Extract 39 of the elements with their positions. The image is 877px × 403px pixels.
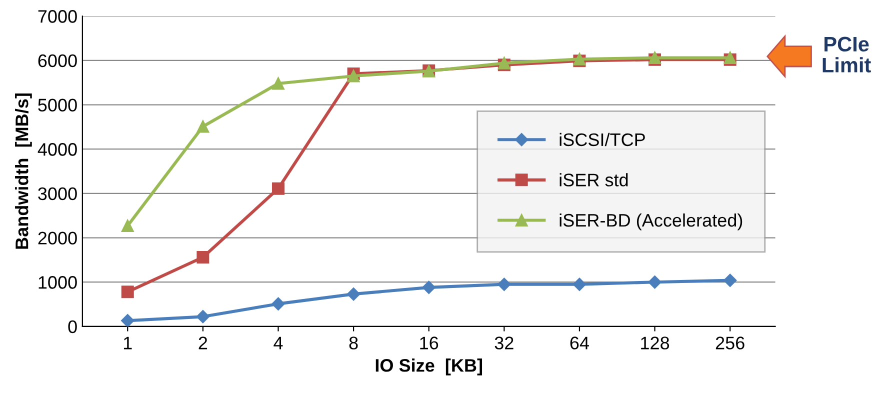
x-tick-label: 64 bbox=[570, 336, 589, 350]
x-tick-label: 8 bbox=[349, 336, 358, 350]
point bbox=[498, 278, 511, 291]
point bbox=[196, 120, 210, 133]
legend-label: iSER std bbox=[560, 173, 628, 186]
legend-label: iSER-BD (Accelerated) bbox=[560, 213, 742, 230]
y-tick-label: 6000 bbox=[38, 54, 77, 68]
y-axis-title: Bandwidth [MB/s] bbox=[15, 94, 32, 249]
point bbox=[272, 77, 284, 90]
point bbox=[196, 251, 210, 264]
point bbox=[572, 278, 586, 291]
x-tick-label: 16 bbox=[420, 336, 438, 350]
y-tick-label: 2000 bbox=[38, 232, 77, 244]
point bbox=[121, 286, 134, 298]
point bbox=[272, 297, 285, 310]
y-tick-label: 4000 bbox=[38, 143, 77, 156]
point bbox=[272, 182, 284, 195]
point bbox=[347, 70, 360, 82]
point bbox=[422, 280, 436, 294]
x-tick-label: 1 bbox=[124, 336, 132, 350]
x-tick-label: 256 bbox=[716, 336, 744, 350]
x-tick-label: 128 bbox=[641, 336, 670, 350]
point bbox=[648, 276, 662, 289]
point bbox=[723, 274, 737, 287]
x-axis-title: IO Size [KB] bbox=[376, 358, 482, 376]
y-tick-label: 3000 bbox=[38, 187, 77, 200]
y-tick-label: 1000 bbox=[38, 276, 77, 289]
y-tick-label: 5000 bbox=[38, 98, 77, 112]
x-tick-label: 2 bbox=[198, 336, 208, 350]
text: PCIe Limit bbox=[822, 36, 871, 72]
x-tick-label: 4 bbox=[274, 336, 283, 350]
x-tick-label: 32 bbox=[494, 336, 514, 350]
point bbox=[346, 287, 360, 301]
y-tick-label: 0 bbox=[68, 320, 77, 334]
legend-label: iSCSI/TCP bbox=[560, 132, 645, 146]
point bbox=[121, 314, 134, 326]
y-tick-label: 7000 bbox=[38, 10, 77, 23]
point bbox=[121, 220, 134, 232]
point bbox=[196, 310, 210, 324]
